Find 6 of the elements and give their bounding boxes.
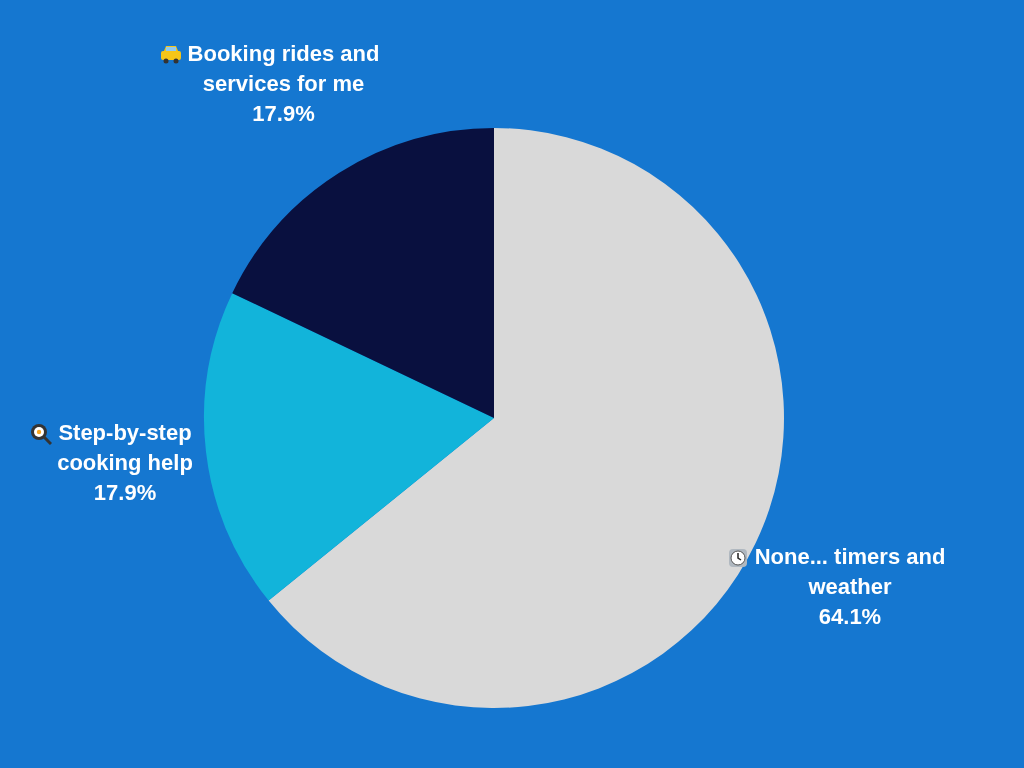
slice-label: None... timers and weather: [754, 543, 946, 599]
data-label: 17.9%: [252, 100, 315, 126]
slice-label: Booking rides and services for me: [187, 40, 380, 96]
data-label: 17.9%: [93, 480, 157, 506]
slice-label: Step-by-step cooking help: [57, 420, 193, 476]
data-label: 64.1%: [818, 603, 882, 629]
